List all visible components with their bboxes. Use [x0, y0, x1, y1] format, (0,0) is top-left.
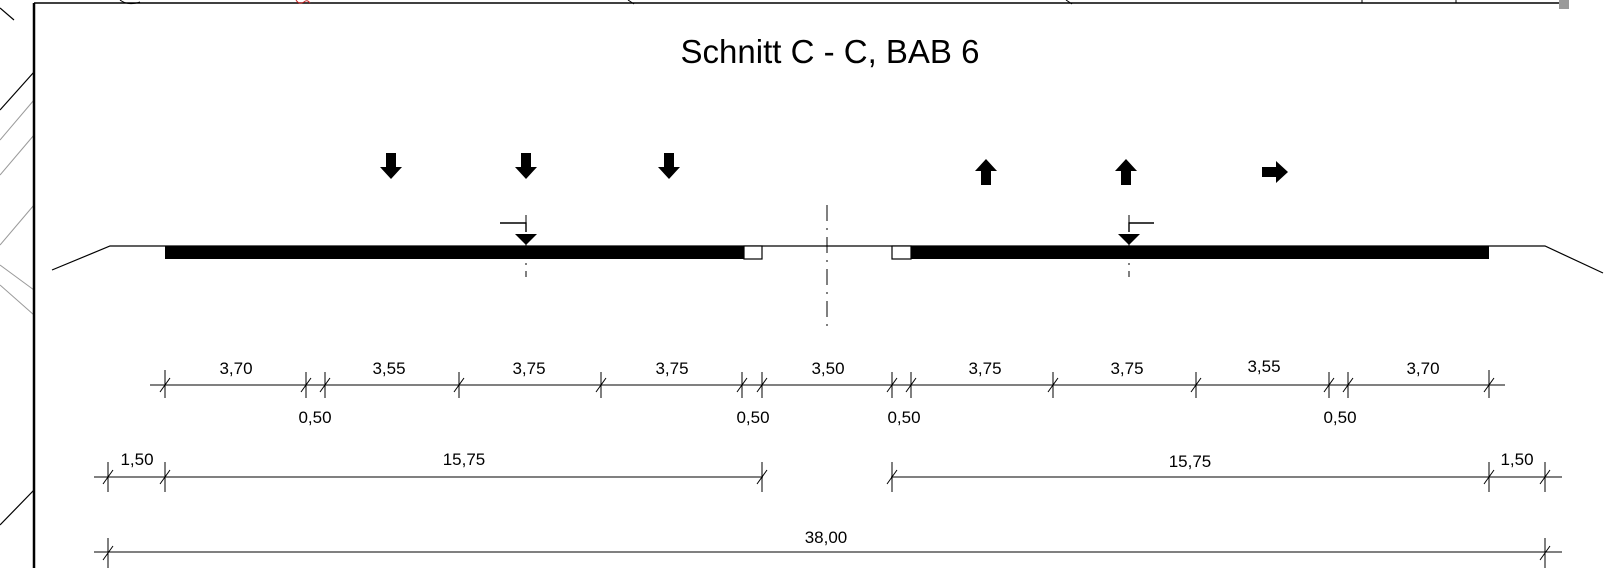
dim-label-3-70-right: 3,70: [1406, 359, 1439, 378]
dimension-row-lanes: 3,70 3,55 3,75 3,75 3,50 3,75 3,75 3,55 …: [150, 357, 1505, 427]
arrow-down-icon: [658, 153, 680, 179]
dim-label-3-55-right: 3,55: [1247, 357, 1280, 376]
right-carriageway-pavement: [911, 246, 1489, 259]
drawing-title: Schnitt C - C, BAB 6: [681, 33, 980, 70]
dim-label-0-50: 0,50: [1323, 408, 1356, 427]
dim-label-3-70-left: 3,70: [219, 359, 252, 378]
left-section-marker: [500, 215, 537, 277]
road-cross-section: [51, 205, 1604, 327]
dim-label-3-75: 3,75: [512, 359, 545, 378]
dim-label-total-width: 38,00: [805, 528, 848, 547]
right-section-marker: [1118, 215, 1154, 277]
arrow-up-icon: [1115, 159, 1137, 185]
dim-label-3-75: 3,75: [655, 359, 688, 378]
left-border-fragment: [0, 7, 35, 526]
dim-label-3-75: 3,75: [968, 359, 1001, 378]
left-carriageway-pavement: [165, 246, 744, 259]
dim-label-1-50-right: 1,50: [1500, 450, 1533, 469]
right-curb: [891, 245, 912, 260]
dim-label-1-50-left: 1,50: [120, 450, 153, 469]
top-edge-fragment: [34, 0, 1569, 9]
dimension-ticks: [159, 370, 1495, 398]
dim-label-3-50-median: 3,50: [811, 359, 844, 378]
dimension-row-total: 38,00: [94, 528, 1562, 568]
arrow-down-icon: [515, 153, 537, 179]
dimension-ticks: [102, 462, 1551, 492]
lane-arrows: [380, 153, 1288, 185]
dim-label-0-50: 0,50: [298, 408, 331, 427]
dim-label-3-75: 3,75: [1110, 359, 1143, 378]
dimension-row-carriageways: 1,50 15,75 15,75 1,50: [94, 450, 1562, 492]
arrow-right-icon: [1262, 161, 1288, 183]
arrow-down-icon: [380, 153, 402, 179]
dim-label-3-55-left: 3,55: [372, 359, 405, 378]
arrow-up-icon: [975, 159, 997, 185]
left-curb: [743, 245, 763, 260]
dimension-ticks: [102, 538, 1551, 568]
dim-label-0-50: 0,50: [736, 408, 769, 427]
dim-label-0-50: 0,50: [887, 408, 920, 427]
dim-label-15-75-right: 15,75: [1169, 452, 1212, 471]
dim-label-15-75-left: 15,75: [443, 450, 486, 469]
